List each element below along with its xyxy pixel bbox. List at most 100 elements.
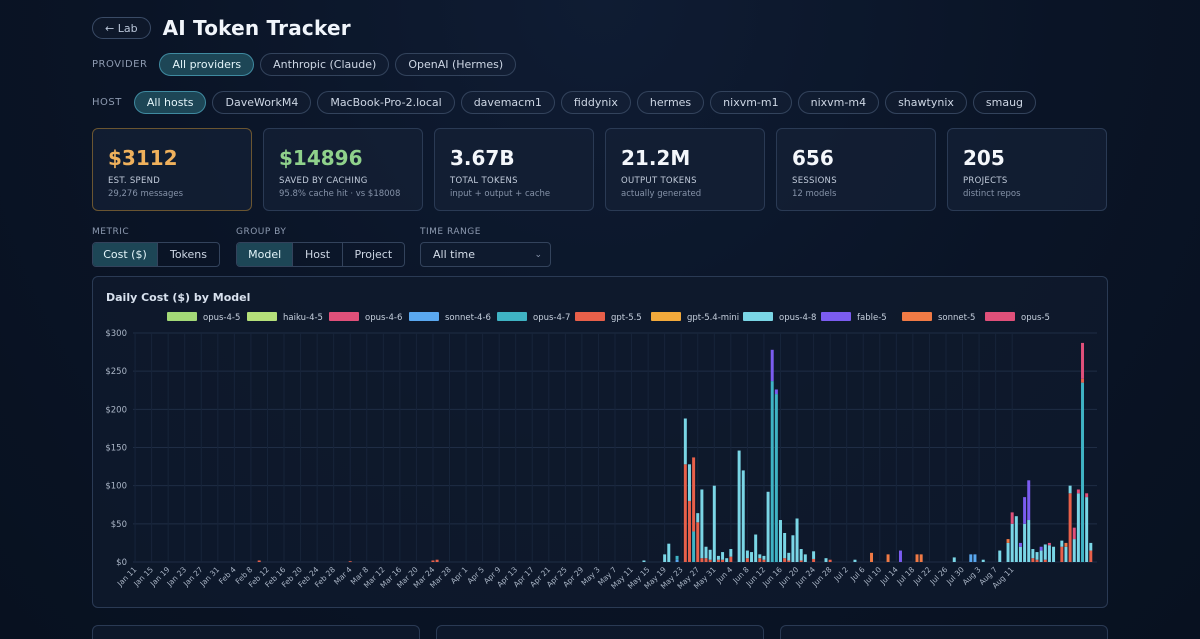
host-chip-nixvm-m4[interactable]: nixvm-m4 [797,91,880,114]
chart-bar-segment [1039,550,1043,562]
x-tick-label: Feb 4 [217,565,238,586]
legend-label: fable-5 [857,313,887,323]
stat-value: 656 [792,146,834,170]
time-range-value: All time [433,248,475,261]
chart-bar-segment [886,554,890,562]
chart-bar-segment [348,561,352,563]
chart-bar-segment [915,554,919,562]
chart-bar-segment [729,549,733,557]
chart-bar-segment [1085,497,1089,562]
daily-cost-chart: opus-4-5 haiku-4-5 opus-4-6 sonnet-4-6 opus-… [105,312,1097,591]
time-range-label: TIME RANGE [420,227,481,237]
chart-bar-segment [1031,549,1035,559]
chart-bar-segment [1072,527,1076,540]
stat-value: $14896 [279,146,363,170]
chart-bar-segment [787,552,791,561]
chart-bar-segment [745,558,749,562]
chart-bar-segment [704,546,708,559]
legend-swatch [575,312,605,321]
chart-bar-segment [1081,382,1085,562]
chart-bar-segment [642,560,646,562]
chart-bar-segment [758,558,762,562]
host-chip-nixvm-m1[interactable]: nixvm-m1 [710,91,792,114]
chart-bar-segment [1018,542,1022,547]
metric-option-cost[interactable]: Cost ($) [93,243,158,266]
stat-value: 3.67B [450,146,515,170]
x-tick-label: Jul 14 [878,565,900,587]
chart-bar-segment [716,555,720,560]
chart-bar-segment [663,554,667,562]
chart-bar-segment [1006,542,1010,562]
back-to-lab-button[interactable]: ← Lab [92,17,151,39]
x-tick-label: Apr 5 [465,565,486,586]
chart-bar-segment [1010,512,1014,524]
chart-bar-segment [667,543,671,562]
group-by-option-model[interactable]: Model [237,243,294,266]
chart-bar-segment [725,558,729,562]
chart-bar-segment [828,559,832,562]
chart-bar-segment [729,556,733,562]
legend-swatch [651,312,681,321]
x-tick-label: Jul 26 [927,565,949,587]
stat-card-sessions: 656 SESSIONS 12 models [776,128,936,211]
group-by-option-project[interactable]: Project [354,248,393,261]
group-by-option-host[interactable]: Host [293,243,343,266]
legend-label: opus-4-6 [365,313,402,323]
stat-title: SAVED BY CACHING [279,176,368,186]
host-chip-daveworkm4[interactable]: DaveWorkM4 [212,91,312,114]
provider-chip-anthropic[interactable]: Anthropic (Claude) [260,53,390,76]
host-chip-hermes[interactable]: hermes [636,91,705,114]
host-chip-fiddynix[interactable]: fiddynix [560,91,631,114]
chart-bar-segment [1076,489,1080,494]
chart-bar-segment [1089,550,1093,562]
chart-bar-segment [1035,552,1039,560]
chart-bar-segment [812,558,816,562]
chart-bar-segment [692,531,696,562]
chart-bar-segment [1043,544,1047,560]
stat-title: SESSIONS [792,176,837,186]
host-chip-all[interactable]: All hosts [133,91,207,114]
host-chip-smaug[interactable]: smaug [972,91,1037,114]
chart-bar-segment [435,559,439,562]
chart-bar-segment [683,464,687,562]
chart-bar-segment [791,535,795,562]
chart-bar-segment [799,549,803,561]
chart-bar-segment [824,558,828,562]
chart-bar-segment [969,554,973,562]
chart-bar-segment [257,560,261,562]
chart-bar-segment [745,550,749,559]
host-chip-shawtynix[interactable]: shawtynix [885,91,967,114]
chart-title: Daily Cost ($) by Model [106,291,251,304]
chart-bar-segment [1023,497,1027,524]
x-tick-label: Jul 2 [832,565,851,584]
legend-label: gpt-5.4-mini [687,313,739,323]
stat-card-spend: $3112 EST. SPEND 29,276 messages [92,128,252,211]
host-chip-davemacm1[interactable]: davemacm1 [460,91,555,114]
chart-bar-segment [1023,523,1027,562]
stat-value: 205 [963,146,1005,170]
chart-bar-segment [803,554,807,562]
stat-card-projects: 205 PROJECTS distinct repos [947,128,1107,211]
x-tick-label: Jul 22 [911,565,933,587]
chart-bar-segment [762,555,766,560]
y-tick-label: $150 [105,444,127,454]
chart-bar-segment [1085,493,1089,498]
metric-option-tokens[interactable]: Tokens [169,248,207,261]
host-chip-macbook-pro-2[interactable]: MacBook-Pro-2.local [317,91,455,114]
metric-toggle: Cost ($) Tokens [92,242,220,267]
provider-chip-openai[interactable]: OpenAI (Hermes) [395,53,517,76]
chart-bar-segment [700,558,704,562]
chart-bar-segment [696,513,700,523]
legend-swatch [247,312,277,321]
page-title: AI Token Tracker [162,16,351,40]
stat-title: TOTAL TOKENS [450,176,518,186]
time-range-select[interactable]: All time ⌄ [420,242,551,267]
legend-swatch [497,312,527,321]
chart-bar-segment [737,450,741,562]
x-tick-label: Jun 4 [714,565,735,586]
provider-chip-all[interactable]: All providers [159,53,255,76]
chart-bar-segment [696,522,700,562]
metric-control: METRIC Cost ($) Tokens [92,227,220,267]
chart-bar-segment [973,554,977,562]
legend-label: gpt-5.5 [611,313,642,323]
